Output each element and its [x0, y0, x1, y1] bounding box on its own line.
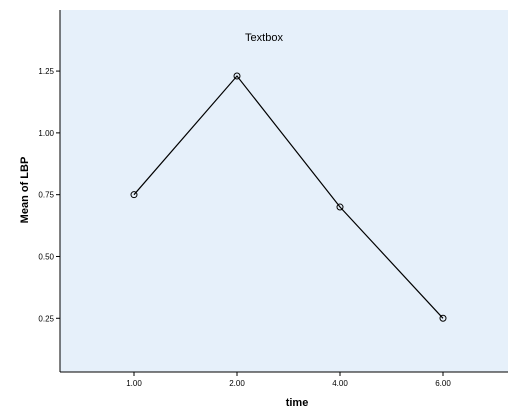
y-axis-title: Mean of LBP: [19, 157, 31, 224]
textbox-annotation: Textbox: [245, 32, 283, 44]
x-axis-ticks: 1.00 2.00 4.00 6.00: [126, 372, 451, 388]
y-tick-label: 1.00: [38, 129, 54, 138]
y-tick-label: 0.50: [38, 252, 54, 261]
data-point: [336, 203, 344, 211]
x-tick-label: 1.00: [126, 379, 142, 388]
y-tick-label: 1.25: [38, 67, 54, 76]
series-line: [133, 75, 444, 319]
x-tick-label: 6.00: [435, 379, 451, 388]
data-point: [439, 314, 447, 322]
x-tick-label: 4.00: [332, 379, 348, 388]
data-point: [233, 72, 241, 80]
plot-area: [60, 10, 508, 372]
x-tick-label: 2.00: [229, 379, 245, 388]
series-group: [130, 72, 447, 322]
y-tick-label: 0.25: [38, 314, 54, 323]
x-axis-title: time: [286, 397, 309, 409]
y-tick-label: 0.75: [38, 191, 54, 200]
data-point: [130, 191, 138, 199]
y-axis-ticks: 0.25 0.50 0.75 1.00 1.25: [38, 67, 60, 323]
